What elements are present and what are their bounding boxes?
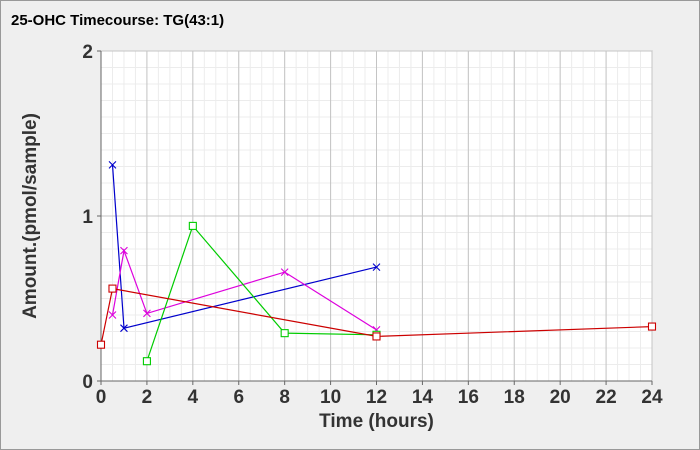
data-point-square: [280, 329, 289, 338]
chart-title: 25-OHC Timecourse: TG(43:1): [11, 12, 225, 29]
marker-stroke: [108, 311, 117, 319]
x-tick-label: 16: [458, 387, 479, 408]
series-layer: [96, 160, 657, 366]
x-tick-label: 20: [550, 387, 571, 408]
y-tick-labels: 0 1 2: [82, 42, 93, 393]
data-point-x: [108, 160, 117, 169]
x-tick-label: 18: [504, 387, 525, 408]
data-point-square: [142, 357, 151, 366]
data-point-square: [372, 332, 381, 341]
data-point-x: [108, 311, 117, 319]
data-point-x: [120, 246, 128, 255]
marker-stroke: [120, 246, 128, 255]
y-tick-label: 2: [82, 42, 93, 63]
x-tick-labels: 0 2 4 6 8 10 12 14 16 18 20 22 24: [96, 387, 663, 408]
marker-stroke: [372, 263, 381, 272]
x-tick-label: 4: [188, 387, 199, 408]
axes: [97, 50, 653, 385]
data-point-x: [372, 263, 381, 272]
series-line: [100, 287, 653, 345]
x-tick-label: 14: [412, 387, 434, 408]
data-point-square: [108, 284, 117, 293]
data-point-square: [96, 340, 106, 349]
marker-stroke: [120, 324, 128, 333]
data-point-x: [143, 309, 151, 318]
x-tick-label: 6: [233, 387, 244, 408]
data-point-x: [280, 268, 289, 276]
x-tick-label: 0: [96, 387, 107, 408]
marker-stroke: [280, 268, 289, 276]
x-axis-title: Time (hours): [319, 411, 434, 432]
data-point-square: [647, 322, 657, 331]
x-tick-label: 24: [641, 387, 663, 408]
series-4: [96, 284, 657, 349]
data-point-square: [188, 221, 197, 230]
marker-stroke: [143, 309, 151, 318]
series-line: [146, 224, 377, 362]
data-point-x: [120, 324, 128, 333]
y-tick-label: 0: [82, 372, 93, 393]
x-tick-label: 12: [366, 387, 387, 408]
y-tick-label: 1: [82, 207, 93, 228]
x-tick-label: 2: [142, 387, 153, 408]
x-tick-label: 10: [320, 387, 341, 408]
series-1: [108, 160, 381, 333]
x-tick-label: 8: [279, 387, 290, 408]
y-axis-title: Amount.(pmol/sample): [20, 113, 41, 319]
marker-stroke: [108, 160, 117, 169]
x-tick-label: 22: [596, 387, 617, 408]
